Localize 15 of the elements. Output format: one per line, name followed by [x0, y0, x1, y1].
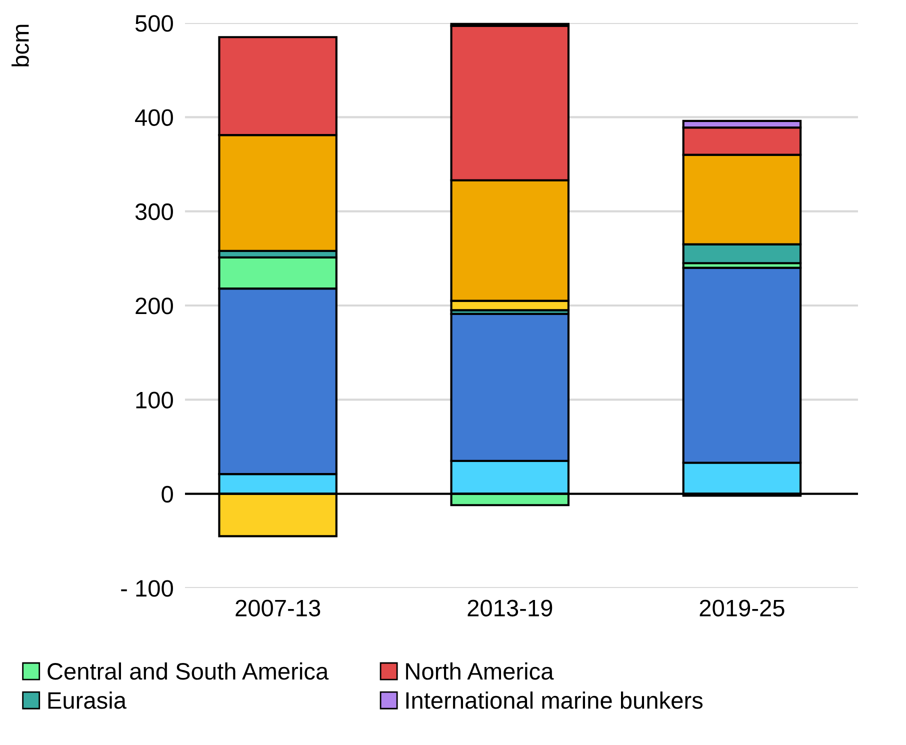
y-tick-label: 500	[135, 15, 173, 32]
y-tick-label: 400	[135, 109, 173, 126]
legend-label: Central and South America	[48, 662, 329, 680]
y-tick-label: 300	[135, 203, 173, 220]
y-tick-label: 100	[136, 392, 173, 408]
legend-label: Eurasia	[48, 692, 126, 709]
y-tick-label: 0	[162, 486, 173, 503]
y-tick-label: 200	[136, 298, 173, 314]
x-tick-label: 2013-19	[468, 600, 552, 616]
x-tick-label: 2019-25	[700, 600, 784, 616]
legend-label: International marine bunkers	[406, 692, 703, 709]
y-tick-label: - 100	[121, 580, 173, 597]
y-axis-title: bcm	[12, 24, 29, 66]
legend-label: North America	[406, 662, 554, 680]
x-tick-label: 2007-13	[236, 600, 320, 616]
